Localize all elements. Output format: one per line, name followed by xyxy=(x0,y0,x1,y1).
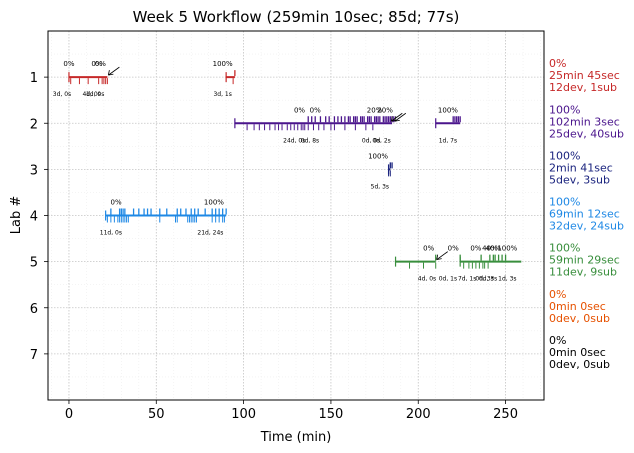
score-annotation: 100% xyxy=(497,245,517,253)
arrow-head xyxy=(394,116,400,122)
grid xyxy=(48,31,544,400)
arrow-shaft xyxy=(391,112,403,122)
lab-summary-line: 0min 0sec xyxy=(549,300,606,313)
lab-5-series: 0% 0% 0% 40%40%100%4d, 0s 0d, 1s 7d, 1s 0d, 3s… xyxy=(394,245,522,283)
lab-4-series: 0% 100% 11d, 0s 21d, 24s xyxy=(100,199,227,237)
lab-summary-line: 32dev, 24sub xyxy=(549,220,624,233)
duration-annotation: 1d, 7s xyxy=(439,137,457,144)
lab-summary-line: 0% xyxy=(549,288,566,301)
score-annotation: 0% xyxy=(470,245,481,253)
y-tick-label: 6 xyxy=(30,302,38,317)
score-annotation: 0% xyxy=(310,106,321,114)
lab-summary-line: 25dev, 40sub xyxy=(549,127,624,140)
score-annotation: 100% xyxy=(438,106,458,114)
lab-summary-line: 0dev, 0sub xyxy=(549,312,610,325)
score-annotation: 40% xyxy=(482,245,498,253)
lab-summary-line: 0% xyxy=(549,57,566,70)
score-annotation: 0% xyxy=(294,106,305,114)
duration-annotation: 24d, 0s xyxy=(283,137,305,144)
lab-summary-line: 25min 45sec xyxy=(549,69,620,82)
x-axis-label: Time (min) xyxy=(260,430,332,445)
axes: 0 50 100 150 200 250 1 2 3 4 5 6 7 xyxy=(30,30,545,422)
lab-summary-line: 100% xyxy=(549,103,580,116)
chart-title: Week 5 Workflow (259min 10sec; 85d; 77s) xyxy=(133,8,460,26)
arrow-shaft xyxy=(108,66,120,76)
duration-annotation: 0d, 0s xyxy=(362,137,380,144)
lab-summary-line: 69min 12sec xyxy=(549,208,620,221)
score-annotation: 0% xyxy=(448,245,459,253)
score-annotation: 0% xyxy=(91,60,102,68)
lab-summary-line: 100% xyxy=(549,242,580,255)
x-tick-label: 200 xyxy=(406,407,431,422)
y-tick-label: 4 xyxy=(30,210,38,225)
lab-summary-line: 5dev, 3sub xyxy=(549,173,610,186)
score-annotation: 0% xyxy=(111,199,122,207)
duration-annotation: 1d, 3s xyxy=(498,276,516,283)
duration-annotation: 0d, 3s xyxy=(475,276,493,283)
score-annotation: 100% xyxy=(213,60,233,68)
lab-summary-line: 2min 41sec xyxy=(549,161,613,174)
lab-summary-line: 12dev, 1sub xyxy=(549,81,617,94)
score-annotation: 0% xyxy=(95,60,106,68)
lab-summary-line: 100% xyxy=(549,149,580,162)
score-annotation: 0% xyxy=(63,60,74,68)
x-tick-label: 250 xyxy=(493,407,518,422)
duration-annotation: 11d, 0s xyxy=(100,230,122,237)
duration-annotation: 0d, 3s xyxy=(479,276,497,283)
duration-annotation: 0d, 2s xyxy=(372,137,390,144)
score-annotation: 40% xyxy=(486,245,502,253)
lab-summary-line: 11dev, 9sub xyxy=(549,266,617,279)
score-annotation: 0% xyxy=(423,245,434,253)
x-tick-label: 100 xyxy=(231,407,256,422)
lab-summary-line: 0dev, 0sub xyxy=(549,358,610,371)
x-tick-label: 50 xyxy=(148,407,165,422)
y-tick-label: 2 xyxy=(30,117,38,132)
x-tick-label: 150 xyxy=(319,407,344,422)
x-tick-label: 0 xyxy=(65,407,73,422)
lab-summary-line: 0min 0sec xyxy=(549,346,606,359)
arrow-shaft xyxy=(436,251,448,260)
duration-annotation: 7d, 1s xyxy=(458,276,476,283)
lab-summary-line: 59min 29sec xyxy=(549,254,620,267)
y-tick-label: 1 xyxy=(30,71,38,86)
score-annotation: 20% xyxy=(367,106,383,114)
lab-summary-line: 102min 3sec xyxy=(549,115,620,128)
lab-summary-line: 100% xyxy=(549,196,580,209)
duration-annotation: 0d, 8s xyxy=(301,137,319,144)
y-tick-label: 3 xyxy=(30,163,38,178)
y-tick-label: 5 xyxy=(30,256,38,271)
duration-annotation: 3d, 1s xyxy=(213,91,231,98)
duration-annotation: 1d, 0s xyxy=(86,91,104,98)
y-tick-label: 7 xyxy=(30,348,38,363)
arrow-head xyxy=(436,254,442,261)
y-axis-label: Lab # xyxy=(9,196,24,235)
duration-annotation: 21d, 24s xyxy=(197,230,223,237)
duration-annotation: 5d, 3s xyxy=(371,183,389,190)
score-annotation: 20% xyxy=(377,106,393,114)
arrow-shaft xyxy=(394,112,407,122)
score-annotation: 100% xyxy=(368,152,388,160)
duration-annotation: 0d, 1s xyxy=(439,276,457,283)
duration-annotation: 4d, 0s xyxy=(82,91,100,98)
score-annotation: 100% xyxy=(204,199,224,207)
lab-3-series: 100% 5d, 3s xyxy=(368,152,393,190)
arrow-head xyxy=(107,70,114,76)
duration-annotation: 3d, 0s xyxy=(53,91,71,98)
lab-summary-line: 0% xyxy=(549,334,566,347)
duration-annotation: 4d, 0s xyxy=(418,276,436,283)
